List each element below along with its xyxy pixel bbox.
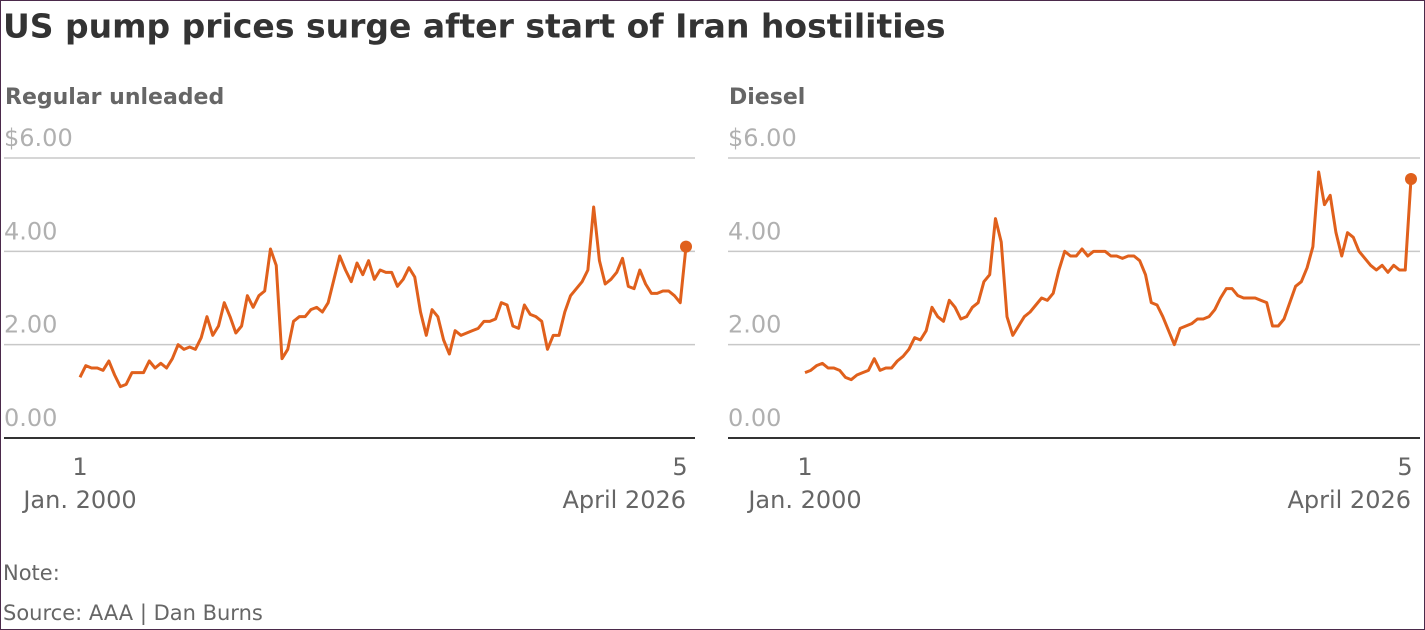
y-tick-label: $6.00 — [4, 124, 73, 152]
x-tick-label: April 2026 — [562, 486, 686, 514]
y-tick-label: 4.00 — [4, 217, 57, 245]
panel-subtitle: Regular unleaded — [5, 85, 224, 110]
y-tick-label: 0.00 — [4, 404, 57, 432]
x-tick-day: 5 — [672, 453, 687, 481]
x-tick-day: 1 — [72, 453, 87, 481]
x-tick-label: Jan. 2000 — [21, 486, 136, 514]
y-tick-label: $6.00 — [728, 124, 797, 152]
end-marker — [680, 240, 692, 253]
x-tick-label: April 2026 — [1287, 486, 1411, 514]
chart-title: US pump prices surge after start of Iran… — [3, 7, 946, 46]
y-tick-label: 2.00 — [728, 311, 781, 339]
end-marker — [1405, 173, 1417, 185]
source: Source: AAA | Dan Burns — [3, 601, 263, 626]
note: Note: — [3, 561, 60, 585]
x-tick-day: 5 — [1397, 453, 1412, 481]
y-tick-label: 2.00 — [4, 311, 57, 339]
x-tick-label: Jan. 2000 — [746, 486, 861, 514]
y-tick-label: 0.00 — [728, 404, 781, 432]
price-line — [804, 170, 1413, 382]
y-tick-label: 4.00 — [728, 217, 781, 245]
x-tick-day: 1 — [797, 453, 812, 481]
price-line — [78, 205, 688, 389]
panel-subtitle: Diesel — [729, 85, 805, 110]
